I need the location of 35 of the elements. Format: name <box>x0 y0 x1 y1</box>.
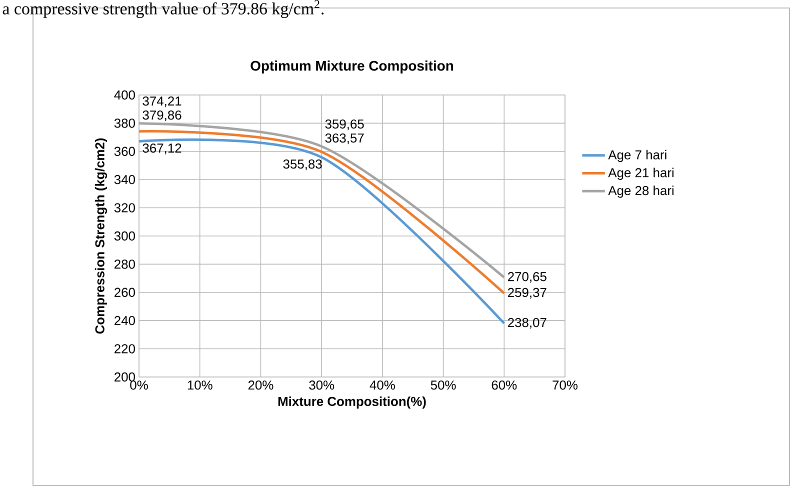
y-tick-label: 260 <box>114 288 135 297</box>
data-label: 379,86 <box>142 110 182 122</box>
y-tick-label: 200 <box>114 372 135 382</box>
legend-label: Age 21 hari <box>608 168 674 180</box>
x-tick-label: 60% <box>492 380 517 390</box>
legend-label: Age 28 hari <box>608 186 674 198</box>
data-label: 238,07 <box>508 318 546 329</box>
legend-label: Age 7 hari <box>608 150 666 162</box>
chart-title: Optimum Mixture Composition <box>250 60 454 74</box>
data-label: 355,83 <box>283 159 322 170</box>
y-tick-label: 280 <box>114 260 135 269</box>
data-label: 363,57 <box>325 133 364 144</box>
x-tick-label: 50% <box>430 380 456 390</box>
y-tick-label: 220 <box>114 344 135 354</box>
y-tick-label: 300 <box>114 231 135 241</box>
data-label: 359,65 <box>325 119 364 130</box>
y-tick-label: 240 <box>114 316 135 326</box>
y-tick-label: 400 <box>114 90 135 100</box>
y-tick-label: 320 <box>114 203 135 212</box>
x-tick-label: 70% <box>552 380 578 390</box>
data-label: 374,21 <box>142 96 182 108</box>
x-axis-title: Mixture Composition(%) <box>278 396 426 409</box>
data-label: 259,37 <box>508 288 546 299</box>
y-tick-label: 360 <box>114 146 135 156</box>
y-tick-label: 340 <box>114 175 135 184</box>
x-tick-label: 40% <box>370 380 395 390</box>
text: a compressive strength value of 379.86 kg/cm$^{2}$. <box>2 0 324 18</box>
x-tick-label: 10% <box>188 380 212 390</box>
data-label: 367,12 <box>142 144 182 154</box>
y-axis-title: Compression Strength (kg/cm2) <box>94 138 108 334</box>
x-tick-label: 30% <box>309 380 334 390</box>
x-tick-label: 20% <box>248 380 274 390</box>
x-tick-label: 0% <box>130 380 148 390</box>
data-label: 270,65 <box>508 272 546 283</box>
y-tick-label: 380 <box>114 118 135 128</box>
